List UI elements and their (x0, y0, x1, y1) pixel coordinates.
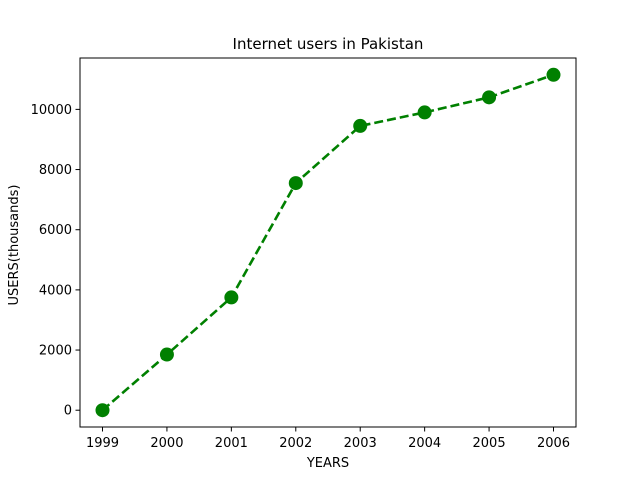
x-tick-label: 2004 (408, 436, 441, 451)
x-tick-label: 2005 (473, 436, 506, 451)
series-line (101, 73, 554, 412)
y-tick-label: 0 (64, 404, 72, 419)
data-point (482, 90, 497, 105)
data-point (224, 290, 239, 305)
data-point (546, 67, 561, 82)
data-point (288, 176, 303, 191)
plot-frame (79, 57, 577, 428)
y-tick-label: 10000 (31, 103, 72, 118)
x-tick-label: 2001 (215, 436, 248, 451)
y-tick-label: 6000 (39, 223, 72, 238)
chart-title: Internet users in Pakistan (233, 35, 424, 53)
data-point (353, 118, 368, 133)
x-tick-label: 1999 (86, 436, 119, 451)
y-tick-label: 8000 (39, 163, 72, 178)
y-tick-label: 2000 (39, 344, 72, 359)
plot-area: 0 2000 4000 6000 8000 10000 1999 2000 2001 2002 20… (31, 57, 577, 451)
data-point (95, 403, 110, 418)
x-tick-label: 2002 (279, 436, 312, 451)
data-point (417, 105, 432, 120)
y-tick-label: 4000 (39, 283, 72, 298)
x-axis-label: YEARS (306, 456, 349, 471)
data-point (159, 347, 174, 362)
x-tick-label: 2003 (344, 436, 377, 451)
x-tick-label: 2000 (150, 436, 183, 451)
y-axis-label: USERS(thousands) (7, 185, 22, 306)
x-tick-label: 2006 (537, 436, 570, 451)
